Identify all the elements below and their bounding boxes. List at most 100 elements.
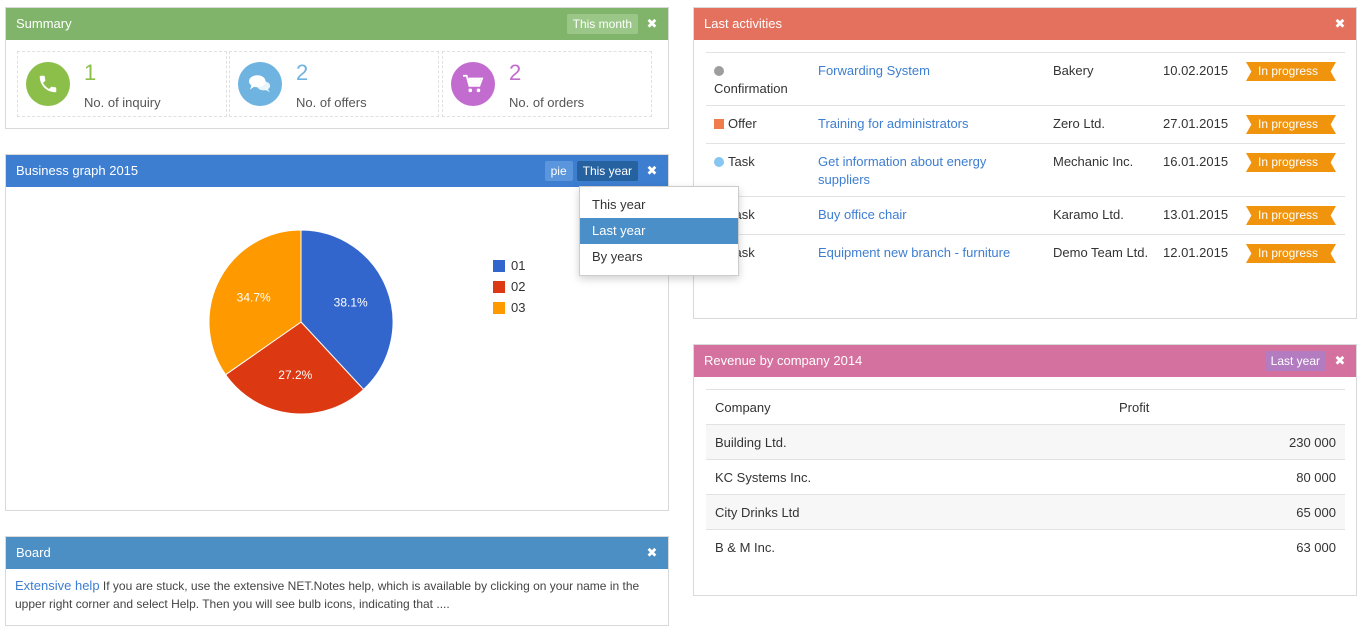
board-message: Extensive help If you are stuck, use the… <box>6 569 668 621</box>
activity-date: 27.01.2015 <box>1163 116 1229 131</box>
activities-title: Last activities <box>704 16 783 31</box>
revenue-table: Company Profit Building Ltd. 230 000 KC … <box>706 389 1345 564</box>
activity-company: Zero Ltd. <box>1053 116 1106 131</box>
summary-panel: Summary This month ✖ 1 No. of inquiry 2 … <box>5 7 669 129</box>
revenue-panel: Revenue by company 2014 Last year ✖ Comp… <box>693 344 1357 596</box>
offer-square-icon <box>714 119 724 129</box>
business-graph-panel: Business graph 2015 pie This year ✖ 38.1… <box>5 154 739 511</box>
orders-label: No. of orders <box>509 95 585 110</box>
table-row[interactable]: Offer Training for administrators Zero L… <box>706 105 1345 143</box>
activity-date: 16.01.2015 <box>1163 154 1229 169</box>
pie-slice-label: 38.1% <box>334 296 368 310</box>
table-row[interactable]: KC Systems Inc. 80 000 <box>706 459 1345 494</box>
close-icon[interactable]: ✖ <box>646 545 658 560</box>
board-header: Board ✖ <box>6 537 668 569</box>
activities-table: Confirmation Forwarding System Bakery 10… <box>706 52 1345 278</box>
legend-item: 02 <box>493 276 525 297</box>
pie-slice-label: 34.7% <box>237 290 271 304</box>
table-header-row: Company Profit <box>706 389 1345 424</box>
dropdown-item-last-year[interactable]: Last year <box>580 218 738 244</box>
legend-item: 01 <box>493 255 525 276</box>
close-icon[interactable]: ✖ <box>646 16 658 31</box>
board-title: Board <box>16 545 51 560</box>
graph-header: Business graph 2015 pie This year ✖ <box>6 155 668 187</box>
legend-swatch <box>493 280 505 293</box>
close-icon[interactable]: ✖ <box>646 163 658 178</box>
table-row[interactable]: Task Buy office chair Karamo Ltd. 13.01.… <box>706 196 1345 234</box>
chart-type-button[interactable]: pie <box>544 161 573 181</box>
company-cell: KC Systems Inc. <box>715 470 812 485</box>
status-badge: In progress <box>1246 153 1336 172</box>
column-header-profit: Profit <box>1119 400 1150 415</box>
stat-orders: 2 No. of orders <box>442 51 652 117</box>
activity-subject-link[interactable]: Training for administrators <box>818 116 969 131</box>
profit-cell: 230 000 <box>1289 435 1336 450</box>
period-dropdown: This year Last year By years <box>579 186 739 276</box>
company-cell: Building Ltd. <box>715 435 787 450</box>
activity-company: Mechanic Inc. <box>1053 154 1134 169</box>
activity-subject-link[interactable]: Buy office chair <box>818 207 907 222</box>
column-header-company: Company <box>715 400 771 415</box>
activity-company: Demo Team Ltd. <box>1053 245 1149 260</box>
legend-item: 03 <box>493 297 525 318</box>
pie-slice-label: 27.2% <box>278 368 312 382</box>
table-row[interactable]: Building Ltd. 230 000 <box>706 424 1345 459</box>
dropdown-item-by-years[interactable]: By years <box>592 249 643 264</box>
profit-cell: 80 000 <box>1296 470 1336 485</box>
stat-offers: 2 No. of offers <box>229 51 439 117</box>
table-row[interactable]: Confirmation Forwarding System Bakery 10… <box>706 52 1345 105</box>
activity-type-label: Confirmation <box>714 81 788 96</box>
stat-inquiry: 1 No. of inquiry <box>17 51 227 117</box>
board-text: If you are stuck, use the extensive NET.… <box>15 579 640 611</box>
inquiry-count: 1 <box>84 60 97 85</box>
legend-label: 02 <box>511 279 526 294</box>
status-badge: In progress <box>1246 62 1336 81</box>
dropdown-item-this-year[interactable]: This year <box>592 197 646 212</box>
legend-swatch <box>493 259 505 272</box>
activity-date: 10.02.2015 <box>1163 63 1229 78</box>
activity-subject-link[interactable]: Forwarding System <box>818 63 930 78</box>
table-row[interactable]: B & M Inc. 63 000 <box>706 529 1345 564</box>
pie-slice-01[interactable] <box>300 229 394 391</box>
revenue-period-button[interactable]: Last year <box>1264 351 1326 371</box>
activity-type: Confirmation <box>714 62 814 98</box>
last-activities-panel: Last activities ✖ Confirmation Forwardin… <box>693 7 1357 319</box>
chat-bubbles-icon <box>238 62 282 106</box>
activity-company: Bakery <box>1053 63 1094 78</box>
status-badge: In progress <box>1246 115 1336 134</box>
close-icon[interactable]: ✖ <box>1334 353 1346 368</box>
inquiry-label: No. of inquiry <box>84 95 161 110</box>
revenue-title: Revenue by company 2014 <box>704 353 863 368</box>
activity-subject-link[interactable]: Get information about energy suppliers <box>818 154 987 187</box>
summary-title: Summary <box>16 16 72 31</box>
pie-slice-03[interactable] <box>208 229 302 376</box>
activity-type: Offer <box>714 115 814 133</box>
graph-title: Business graph 2015 <box>16 163 139 178</box>
orders-count: 2 <box>509 60 522 85</box>
table-row[interactable]: Task Get information about energy suppli… <box>706 143 1345 196</box>
activities-header: Last activities ✖ <box>694 8 1356 40</box>
status-badge: In progress <box>1246 206 1336 225</box>
company-cell: City Drinks Ltd <box>715 505 800 520</box>
activity-subject-link[interactable]: Equipment new branch - furniture <box>818 245 1011 260</box>
activity-type-label: Task <box>728 154 755 169</box>
pie-slice-02[interactable] <box>224 321 365 415</box>
close-icon[interactable]: ✖ <box>1334 16 1346 31</box>
graph-period-button[interactable]: This year <box>576 161 638 181</box>
company-cell: B & M Inc. <box>715 540 775 555</box>
activity-date: 12.01.2015 <box>1163 245 1229 260</box>
summary-period-button[interactable]: This month <box>566 14 638 34</box>
chart-legend: 01 02 03 <box>493 255 525 318</box>
extensive-help-link[interactable]: Extensive help <box>15 578 100 593</box>
table-row[interactable]: City Drinks Ltd 65 000 <box>706 494 1345 529</box>
status-badge: In progress <box>1246 244 1336 263</box>
task-dot-icon <box>714 157 724 167</box>
shopping-cart-icon <box>451 62 495 106</box>
legend-swatch <box>493 301 505 314</box>
legend-label: 01 <box>511 258 526 273</box>
table-row[interactable]: Task Equipment new branch - furniture De… <box>706 234 1345 278</box>
phone-icon <box>26 62 70 106</box>
board-panel: Board ✖ Extensive help If you are stuck,… <box>5 536 669 626</box>
profit-cell: 65 000 <box>1296 505 1336 520</box>
revenue-header: Revenue by company 2014 Last year ✖ <box>694 345 1356 377</box>
